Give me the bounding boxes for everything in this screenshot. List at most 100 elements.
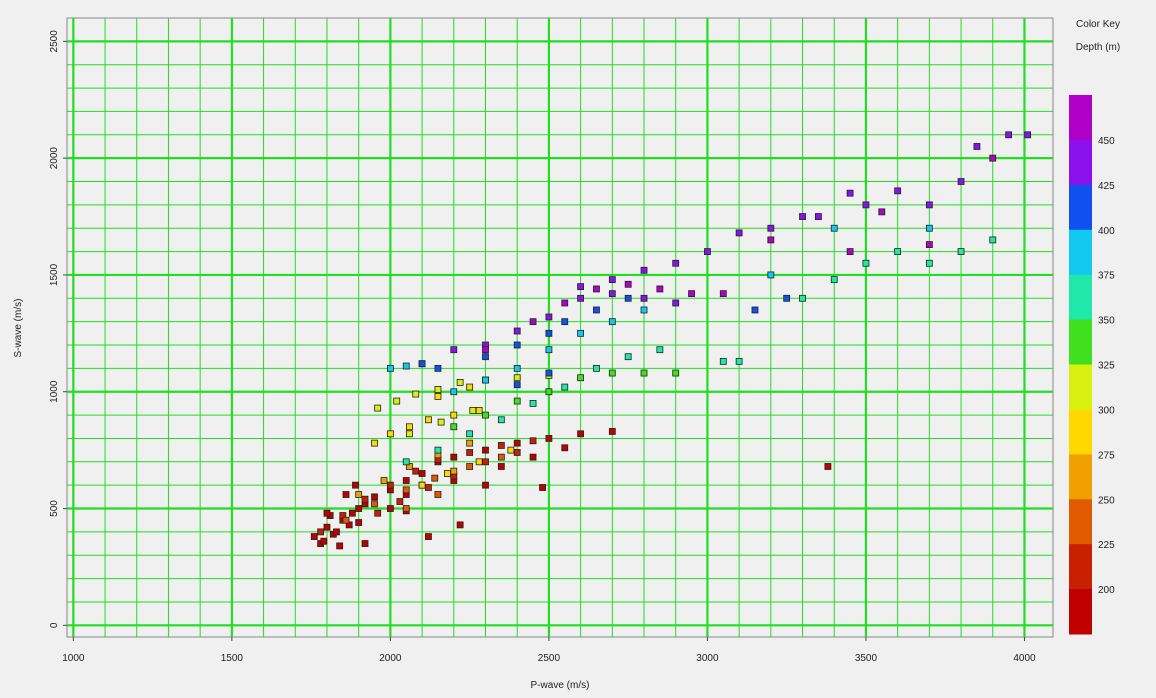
data-point [475,407,483,414]
data-point [482,353,489,361]
data-point [450,423,458,431]
legend-color-swatch [1069,544,1092,590]
data-point [656,346,664,354]
data-point [973,143,981,150]
data-point [342,516,350,524]
data-point [608,369,616,377]
data-point [878,208,886,216]
data-point [437,418,445,426]
data-point [431,474,439,482]
data-point [418,481,426,489]
y-axis-ticks: 0 500 1000 1500 2000 2500 [49,30,67,628]
data-point [688,290,695,298]
data-point [767,271,775,279]
data-point [412,467,420,475]
color-legend: Color Key Depth (m) 450 425 400 375 350 325 30… [1060,0,1156,698]
data-point [450,411,458,419]
data-point [434,364,442,372]
data-point [323,509,331,517]
data-point [482,446,489,454]
x-tick-label: 3500 [855,653,878,664]
data-point [577,294,585,302]
data-point [577,430,585,438]
data-point [469,407,477,414]
data-point [336,542,344,550]
data-point [529,400,537,407]
legend-label: 275 [1098,450,1115,461]
data-point [1024,131,1032,139]
data-point [672,369,680,377]
data-point [434,446,442,454]
y-tick-label: 500 [49,500,60,517]
data-point [529,453,537,461]
data-point [767,236,775,244]
data-point [386,430,394,438]
data-point [894,187,902,195]
data-point [656,285,664,293]
legend-color-swatch [1069,409,1092,455]
data-point [735,229,743,237]
data-point [371,439,378,447]
data-point [925,259,933,267]
data-point [561,299,569,307]
data-point [380,477,388,484]
data-point [751,306,759,314]
data-point [425,416,432,424]
data-point [450,388,458,396]
data-point [989,236,997,244]
data-point [482,346,489,354]
data-point [466,439,474,447]
y-tick-label: 1000 [49,380,60,403]
data-point [402,505,410,512]
data-point [925,201,933,209]
legend-color-swatch [1069,364,1092,410]
data-point [545,435,553,442]
data-point [342,491,350,498]
data-point [434,385,442,393]
data-point [466,383,474,391]
legend-color-swatch [1069,589,1092,635]
legend-label: 250 [1098,495,1115,506]
data-point [466,449,474,456]
legend-color-swatch [1069,274,1092,321]
data-point [497,442,505,449]
data-point [310,533,318,540]
data-point [456,521,464,529]
data-point [545,388,553,396]
data-point [425,484,432,491]
legend-color-swatch [1069,229,1092,276]
x-axis-ticks: 1000 1500 2000 2500 3000 3500 4000 [62,637,1036,664]
data-point [846,189,854,197]
legend-label: 200 [1098,585,1115,596]
data-point [593,285,600,293]
data-point [323,523,331,531]
data-point [513,327,521,335]
legend-color-swatch [1069,499,1092,545]
data-point [497,453,505,461]
legend-color-swatch [1069,454,1092,500]
data-point [355,491,363,498]
data-point [672,259,680,267]
data-point [402,477,410,484]
data-point [393,397,401,405]
data-point [361,540,369,547]
data-point [482,458,489,466]
data-point [830,224,838,232]
data-point [593,364,600,372]
legend-label: 450 [1098,136,1115,147]
data-point [925,224,933,232]
data-point [513,397,521,405]
data-point [482,376,489,384]
data-point [608,318,616,326]
data-point [814,213,822,220]
data-point [561,444,569,452]
legend-label: 350 [1098,316,1115,327]
legend-labels: 450 425 400 375 350 325 300 275 250 225 200 [1098,136,1115,596]
data-point [577,283,585,291]
data-points [310,131,1032,550]
plot-background [66,17,1054,638]
data-point [371,493,378,501]
data-point [374,404,382,412]
data-point [608,428,616,435]
